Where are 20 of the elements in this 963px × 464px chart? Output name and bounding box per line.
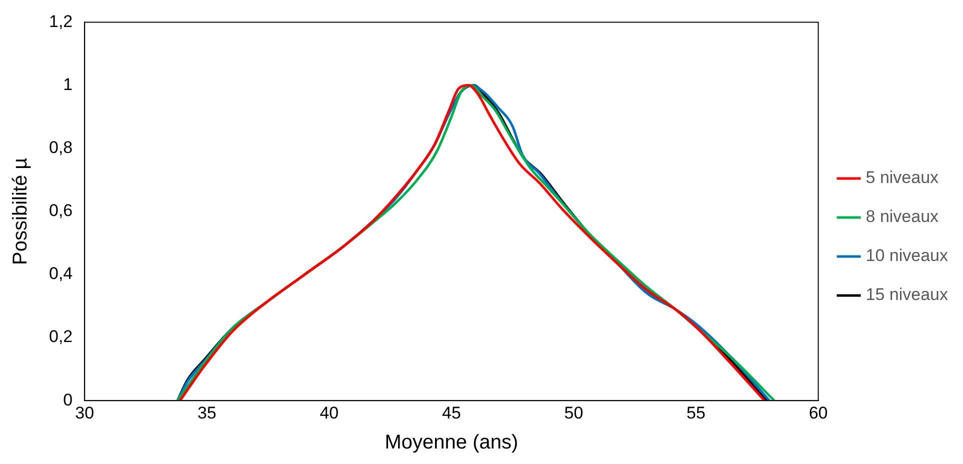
y-tick-label: 1,2 — [48, 12, 73, 31]
y-tick-label: 0,8 — [48, 138, 73, 158]
y-tick-label: 1 — [63, 74, 73, 94]
y-tick-label: 0 — [63, 390, 73, 410]
x-tick-label: 40 — [320, 403, 339, 422]
y-tick-label: 0,4 — [48, 264, 73, 284]
x-axis-title: Moyenne (ans) — [384, 432, 518, 454]
legend-label: 10 niveaux — [866, 246, 948, 266]
x-tick-label: 30 — [75, 403, 94, 422]
y-axis-title: Possibilité µ — [10, 157, 32, 265]
y-tick-label: 0,2 — [48, 327, 73, 346]
x-tick-label: 60 — [808, 403, 828, 422]
x-tick-label: 50 — [564, 403, 584, 422]
x-tick-label: 45 — [442, 403, 461, 422]
legend-label: 15 niveaux — [866, 285, 948, 304]
y-tick-label: 0,6 — [48, 201, 73, 220]
legend-label: 8 niveaux — [866, 207, 940, 226]
x-tick-label: 35 — [197, 403, 216, 422]
x-tick-label: 55 — [686, 403, 706, 422]
legend-label: 5 niveaux — [866, 168, 940, 188]
